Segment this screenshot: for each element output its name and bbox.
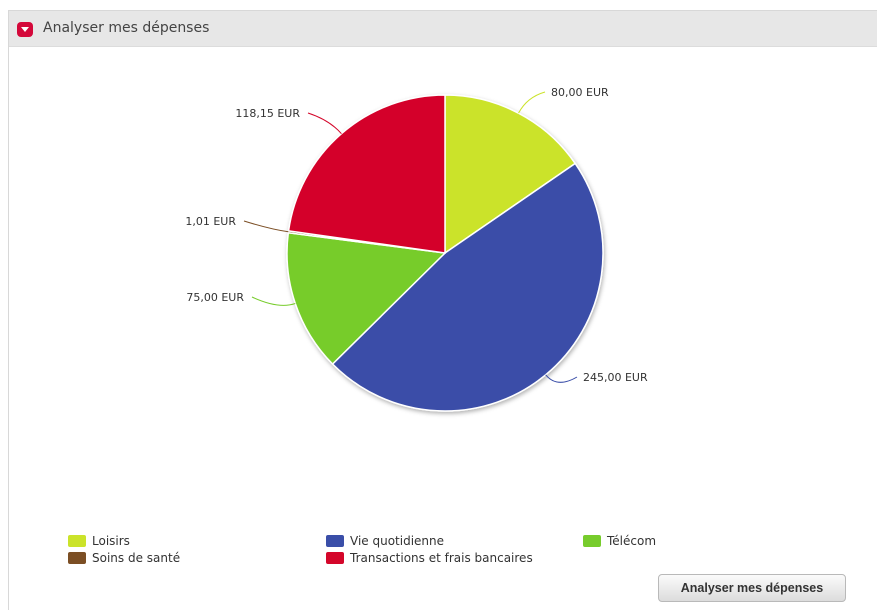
legend-label: Loisirs [92,534,130,548]
legend-swatch [326,552,344,564]
label-connector [545,374,578,383]
label-connector [518,91,546,114]
data-label: 245,00 EUR [583,371,648,384]
legend-label: Transactions et frais bancaires [350,551,533,565]
panel-header: Analyser mes dépenses [9,11,877,47]
label-connector [243,220,289,233]
pie-data-labels: 80,00 EUR 245,00 EUR 75,00 EUR 1,01 EUR 118,… [185,86,648,384]
analyse-expenses-button[interactable]: Analyser mes dépenses [658,574,846,602]
legend-label: Soins de santé [92,551,181,565]
pie-slices [286,94,604,412]
data-label: 80,00 EUR [551,86,609,99]
pie-slice-vie-quotidienne[interactable] [331,162,604,412]
panel-title: Analyser mes dépenses [43,20,210,36]
collapse-toggle-icon[interactable] [17,22,33,37]
pie-slice-loisirs[interactable] [444,94,577,255]
legend-swatch [68,552,86,564]
data-label: 1,01 EUR [185,215,236,228]
legend-label: Vie quotidienne [350,534,445,548]
label-connector [307,112,342,135]
legend-swatch [68,535,86,547]
pie-slice-t-l-com[interactable] [286,231,447,366]
legend-swatch [583,535,601,547]
legend-swatch [326,535,344,547]
legend-label: Télécom [607,534,657,548]
data-label: 75,00 EUR [186,291,244,304]
label-connector [251,296,296,306]
data-label: 118,15 EUR [235,107,300,120]
pie-slice-transactions-et-frais-bancaires[interactable] [287,94,446,254]
